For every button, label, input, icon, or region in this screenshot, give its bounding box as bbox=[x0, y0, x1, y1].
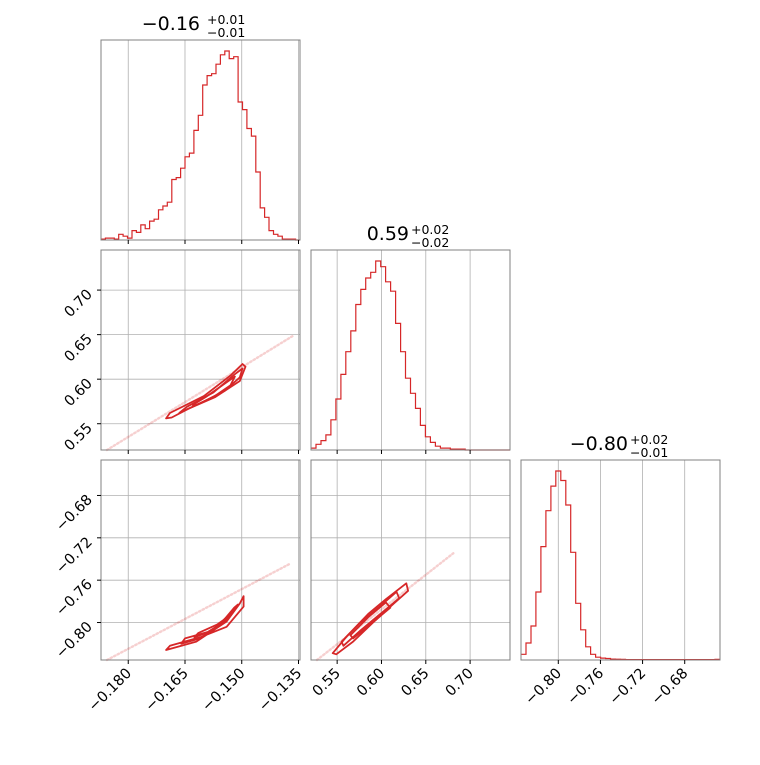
ytick-label-p2-3: −0.68 bbox=[53, 492, 96, 535]
xtick-label-p0-2: −0.150 bbox=[199, 666, 248, 715]
title-p0: −0.16 bbox=[142, 13, 200, 35]
title-p1-value: 0.59 bbox=[367, 223, 409, 245]
histogram-p2 bbox=[521, 470, 720, 661]
contour-p2_vs_p0-0 bbox=[165, 595, 245, 651]
ytick-label-p1-1: 0.60 bbox=[62, 376, 96, 410]
xtick-label-p2-3: −0.68 bbox=[649, 666, 692, 709]
xtick-label-p1-2: 0.65 bbox=[398, 666, 432, 700]
histogram-p1 bbox=[311, 260, 510, 451]
samples-p2_vs_p0 bbox=[105, 562, 292, 662]
title-p1-minus: −0.02 bbox=[411, 235, 449, 250]
title-p0-plus: +0.01 bbox=[207, 12, 245, 27]
contour-p1_vs_p0-2 bbox=[191, 375, 236, 406]
contour-p2_vs_p1-0 bbox=[331, 582, 410, 656]
xtick-label-p1-0: 0.55 bbox=[310, 666, 344, 700]
ytick-label-p1-0: 0.55 bbox=[62, 420, 96, 454]
title-p2-value: −0.80 bbox=[570, 433, 628, 455]
contour-p2_vs_p1-1 bbox=[340, 590, 401, 647]
ytick-label-p1-3: 0.70 bbox=[62, 287, 96, 321]
title-p2: −0.80 bbox=[570, 433, 628, 455]
title-p0-minus: −0.01 bbox=[207, 25, 245, 40]
samples-p1_vs_p0 bbox=[105, 334, 295, 452]
panel-frame-p2-p0 bbox=[100, 459, 301, 661]
xtick-label-p0-0: −0.180 bbox=[86, 666, 135, 715]
xtick-label-p2-0: −0.80 bbox=[522, 666, 565, 709]
xtick-label-p2-1: −0.76 bbox=[565, 666, 608, 709]
ytick-label-p2-0: −0.80 bbox=[53, 619, 96, 662]
xtick-label-p1-3: 0.70 bbox=[443, 666, 477, 700]
panel-frame-p1-p0 bbox=[100, 249, 301, 451]
panel-frame-p2-p2 bbox=[520, 459, 721, 661]
contour-p2_vs_p0-2 bbox=[193, 614, 232, 639]
contour-p2_vs_p1-2 bbox=[349, 601, 392, 640]
title-p1: 0.59 bbox=[367, 223, 409, 245]
xtick-label-p0-3: −0.135 bbox=[256, 666, 305, 715]
samples-p2_vs_p1 bbox=[315, 552, 455, 662]
panel-frame-p2-p1 bbox=[310, 459, 511, 661]
title-p0-value: −0.16 bbox=[142, 13, 200, 35]
ytick-label-p2-1: −0.76 bbox=[53, 577, 96, 620]
xtick-label-p0-1: −0.165 bbox=[143, 666, 192, 715]
title-p2-plus: +0.02 bbox=[630, 432, 668, 447]
xtick-label-p1-1: 0.60 bbox=[354, 666, 388, 700]
title-p1-plus: +0.02 bbox=[411, 222, 449, 237]
panel-frame-p0-p0 bbox=[100, 39, 301, 241]
panel-frame-p1-p1 bbox=[310, 249, 511, 451]
contour-p1_vs_p0-0 bbox=[165, 363, 247, 420]
xtick-label-p2-2: −0.72 bbox=[607, 666, 650, 709]
histogram-p0 bbox=[101, 50, 300, 241]
ytick-label-p2-2: −0.72 bbox=[53, 534, 96, 577]
ytick-label-p1-2: 0.65 bbox=[62, 331, 96, 365]
title-p2-minus: −0.01 bbox=[630, 445, 668, 460]
